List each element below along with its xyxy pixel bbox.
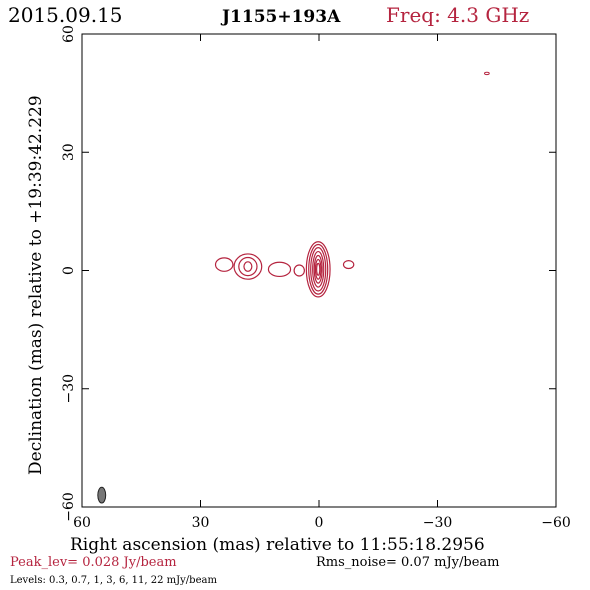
contour-lines — [214, 71, 490, 298]
y-axis-label: Declination (mas) relative to +19:39:42.… — [26, 95, 46, 475]
peak-level: Peak_lev= 0.028 Jy/beam — [10, 555, 177, 570]
plot-frame — [81, 33, 557, 508]
contour-line — [267, 261, 292, 278]
contour-line — [293, 264, 305, 277]
y-tick-label: 30 — [61, 143, 77, 161]
contour-line — [342, 260, 355, 270]
y-tick-label: 0 — [61, 266, 77, 275]
contour-line — [314, 258, 322, 280]
x-tick-label: −60 — [541, 515, 571, 531]
x-tick-label: 0 — [315, 515, 324, 531]
frequency-label: Freq: 4.3 GHz — [386, 3, 529, 27]
contour-line — [238, 256, 258, 277]
contour-line — [308, 243, 329, 295]
x-tick-label: −30 — [423, 515, 453, 531]
x-axis-label: Right ascension (mas) relative to 11:55:… — [70, 535, 485, 555]
contour-line — [313, 254, 323, 284]
y-tick-label: −60 — [61, 492, 77, 522]
y-tick-label: −30 — [61, 374, 77, 404]
contour-levels: Levels: 0.3, 0.7, 1, 3, 6, 11, 22 mJy/be… — [10, 575, 217, 586]
date-label: 2015.09.15 — [8, 3, 123, 27]
tick-marks — [81, 33, 557, 508]
contour-line — [305, 241, 331, 298]
contour-line — [312, 250, 325, 288]
source-title: J1155+193A — [220, 7, 341, 27]
x-tick-label: 60 — [73, 515, 91, 531]
rms-noise: Rms_noise= 0.07 mJy/beam — [316, 555, 499, 570]
y-tick-labels: −60 −30 0 30 60 — [61, 25, 77, 522]
x-tick-label: 30 — [192, 515, 210, 531]
contour-line — [316, 262, 321, 276]
y-tick-label: 60 — [61, 25, 77, 43]
restoring-beam — [97, 486, 107, 504]
contour-line — [233, 253, 263, 280]
contour-line — [243, 261, 253, 272]
contour-line — [310, 247, 327, 292]
beam-ellipse — [97, 486, 107, 504]
contour-line — [214, 257, 234, 272]
x-tick-labels: 60 30 0 −30 −60 — [73, 515, 571, 531]
outlier-contour — [484, 71, 490, 76]
